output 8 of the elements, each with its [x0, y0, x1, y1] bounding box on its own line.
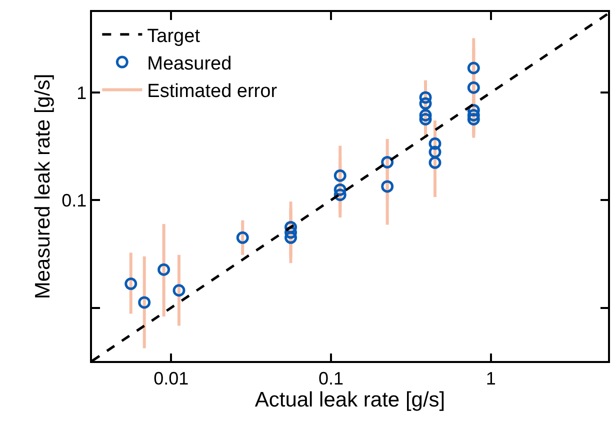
x-axis-title: Actual leak rate [g/s] — [254, 388, 446, 412]
legend-label: Measured — [147, 53, 232, 74]
x-tick-label: 0.01 — [154, 368, 189, 388]
legend-label: Estimated error — [147, 81, 278, 102]
legend-label: Target — [147, 26, 201, 47]
y-axis-title: Measured leak rate [g/s] — [31, 74, 54, 300]
x-tick-label: 1 — [486, 368, 496, 388]
x-tick-label: 0.1 — [318, 368, 344, 388]
